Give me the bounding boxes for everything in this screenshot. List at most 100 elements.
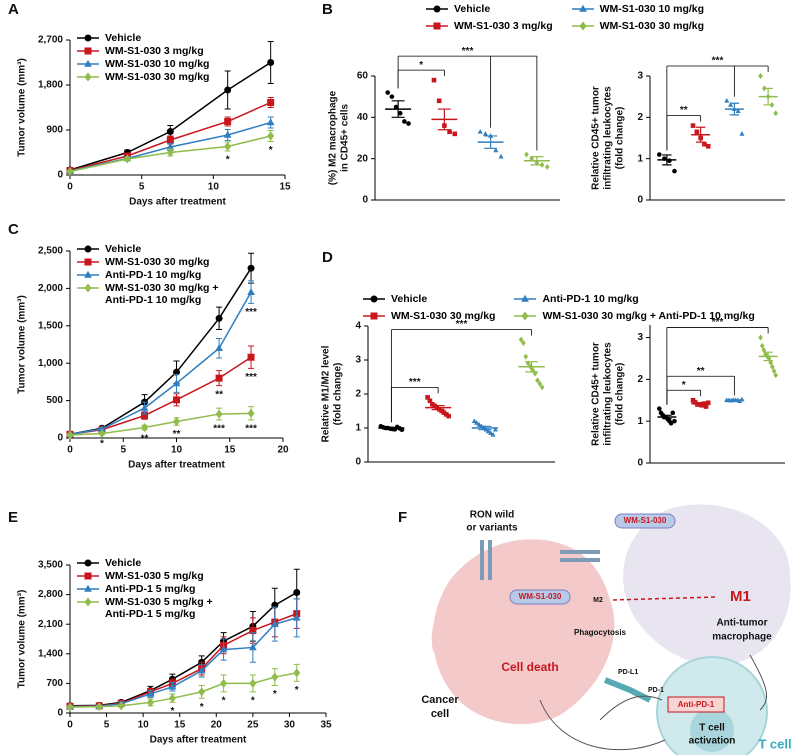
marker [249,627,257,635]
legend: Vehicle WM-S1-030 30 mg/kg Anti-PD-1 10 mg… [76,243,226,307]
legend-label: WM-S1-030 30 mg/kg + Anti-PD-1 10 mg/kg [105,282,219,306]
marker [166,136,174,144]
marker [406,121,411,126]
marker [758,73,763,79]
y-tick-label: 500 [46,395,63,406]
marker [773,372,779,379]
x-tick-label: 30 [284,720,296,731]
marker [166,147,174,158]
y-axis-title: Tumor volume (mm³) [17,590,28,689]
legend-label: WM-S1-030 30 mg/kg + Anti-PD-1 10 mg/kg [542,310,755,322]
sem-bar [431,404,445,411]
marker [667,158,672,164]
bracket-label: * [419,60,423,71]
diagram-label: Anti-PD-1 [678,700,715,709]
bracket-label: *** [712,317,724,328]
y-tick-label: 900 [46,125,63,136]
diagram-label: PD-L1 [618,669,638,676]
legend-icon [77,47,99,55]
marker [485,428,491,434]
marker [293,588,301,596]
marker [521,340,526,346]
y-axis-title: Tumor volume (mm³) [17,58,28,157]
bracket-label: * [682,380,686,391]
y-axis-title: Relative CD45+ tumor [591,86,602,190]
marker [247,287,255,295]
marker [198,687,206,697]
marker [140,403,149,411]
marker [84,258,92,266]
sem-bar [763,87,773,106]
y-tick-label: 2 [355,389,361,400]
marker [493,147,499,153]
legend-label: Vehicle [105,243,142,255]
diagram-label: or variants [466,523,518,534]
marker [476,421,482,427]
y-tick-label: 20 [357,153,369,164]
marker [166,142,175,150]
marker [452,131,458,137]
marker [728,102,734,107]
marker [447,129,452,135]
marker [529,155,534,162]
legend-label: WM-S1-030 10 mg/kg [105,58,210,70]
sem-bar [695,402,706,406]
receptor [560,558,600,562]
legend-label: WM-S1-030 3 mg/kg [454,20,553,32]
marker [84,572,92,580]
sem-bar [662,154,672,166]
legend-label: WM-S1-030 30 mg/kg [105,71,210,83]
legend-entry: WM-S1-030 30 mg/kg [76,71,226,83]
marker [146,697,154,707]
y-tick-label: 0 [637,458,643,469]
legend-icon [77,559,99,567]
legend-icon [514,311,537,321]
legend: Vehicle WM-S1-030 30 mg/kg Anti-PD-1 10 mg… [362,293,755,323]
polarization-arrow [612,596,716,601]
legend-entry: Vehicle [362,293,495,305]
sem-bar [729,102,740,116]
drug-pill [614,513,676,529]
x-tick-label: 15 [174,720,186,731]
marker [84,270,92,278]
y-axis-title: (fold change) [615,107,626,170]
drug-pill [509,589,571,605]
receptor [488,540,492,580]
marker [267,99,275,106]
legend-icon [363,295,385,303]
legend-entry: Vehicle [76,243,226,255]
sem-bar [729,399,740,402]
marker [771,368,777,374]
sem-bar [391,100,405,118]
panel-label: C [8,221,19,238]
marker [539,384,545,391]
marker [758,334,763,341]
legend-label: WM-S1-030 5 mg/kg [105,570,204,582]
arrow [749,654,768,711]
marker [431,77,437,83]
sem-bar [530,156,544,166]
marker [141,412,149,420]
significance: *** [213,424,225,435]
marker [168,682,177,690]
marker [735,108,741,113]
marker [672,168,677,174]
legend-icon [426,22,448,30]
sem-bar [662,414,672,420]
marker [385,90,391,95]
legend-entry: Anti-PD-1 5 mg/kg [76,583,226,595]
panel-label: B [322,1,333,18]
marker [705,400,711,406]
marker [436,98,442,104]
marker [247,264,255,272]
marker [521,311,529,321]
marker [293,668,301,678]
marker [477,129,483,134]
marker [219,645,228,653]
marker [656,406,662,411]
marker [766,355,772,362]
marker [370,312,378,320]
bracket-label: *** [712,56,724,67]
marker [446,413,451,419]
x-tick-label: 20 [277,445,289,456]
